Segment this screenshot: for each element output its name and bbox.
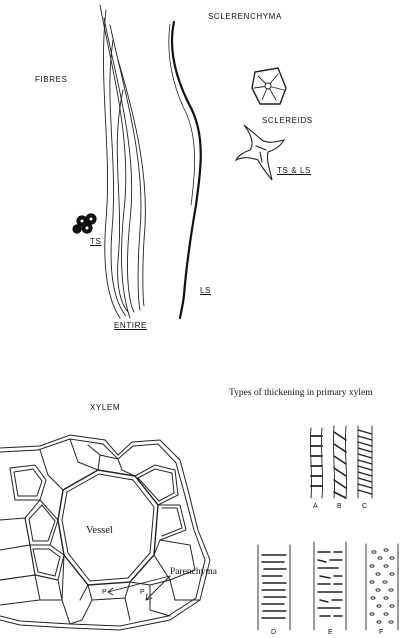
type-d-label: D bbox=[271, 629, 277, 636]
thickening-e bbox=[313, 541, 347, 631]
sclereid-ls-drawing bbox=[234, 124, 286, 181]
xylem-title: XYLEM bbox=[90, 403, 121, 412]
ls-label: LS bbox=[200, 286, 211, 295]
parenchyma-p2-label: P bbox=[140, 589, 145, 596]
fibres-label: FIBRES bbox=[35, 75, 68, 84]
type-e-label: E bbox=[328, 629, 333, 636]
type-f-label: F bbox=[379, 629, 384, 636]
type-c-label: C bbox=[362, 503, 368, 510]
sclereid-ts-drawing bbox=[251, 67, 287, 105]
thickening-c bbox=[357, 425, 373, 499]
fibre-ls-drawing bbox=[168, 20, 202, 320]
thickening-b bbox=[332, 425, 348, 499]
vessel-label: Vessel bbox=[86, 525, 113, 536]
thickening-f bbox=[365, 543, 399, 631]
parenchyma-label: Parenchyma bbox=[170, 567, 217, 577]
fibre-ts-drawing bbox=[72, 213, 97, 234]
parenchyma-pointer-lines bbox=[107, 575, 171, 601]
thickening-a bbox=[309, 427, 324, 499]
sclerenchyma-title: SCLERENCHYMA bbox=[208, 12, 282, 21]
type-a-label: A bbox=[313, 503, 318, 510]
fibres-entire-drawing bbox=[99, 4, 146, 319]
type-b-label: B bbox=[337, 503, 342, 510]
sclereids-label: SCLEREIDS bbox=[262, 116, 313, 125]
thickening-title: Types of thickening in primary xylem bbox=[229, 388, 373, 398]
entire-label: ENTIRE bbox=[114, 321, 147, 330]
parenchyma-p1-label: P bbox=[102, 589, 107, 596]
xylem-ts-drawing bbox=[0, 434, 211, 631]
thickening-d bbox=[257, 544, 291, 631]
ts-label: TS bbox=[90, 237, 102, 246]
ts-ls-label: TS & LS bbox=[277, 166, 311, 175]
